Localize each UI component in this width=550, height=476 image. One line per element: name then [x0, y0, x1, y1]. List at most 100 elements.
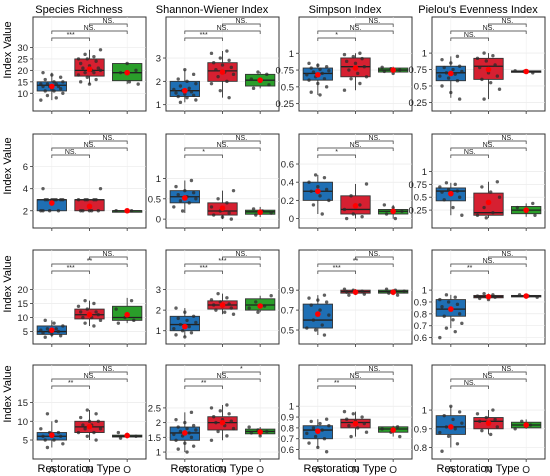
data-point-N: [489, 190, 493, 194]
data-point-N: [482, 205, 486, 210]
sig-label-A-N: **: [201, 380, 207, 387]
data-point-N: [218, 88, 222, 93]
data-point-A: [178, 429, 183, 434]
y-tick-label: 0.7: [281, 434, 294, 445]
data-point-O: [382, 69, 387, 74]
data-point-N: [220, 215, 225, 219]
data-point-N: [214, 67, 218, 72]
data-point-A: [41, 331, 45, 335]
y-tick-label: 5: [23, 436, 28, 447]
data-point-N: [349, 77, 353, 81]
data-point-O: [395, 425, 400, 429]
sig-label-N-O: NS.: [501, 366, 513, 373]
sig-bracket-N-O: [488, 23, 527, 27]
data-point-O: [528, 423, 533, 427]
data-point-O: [254, 300, 258, 304]
data-point-A: [61, 80, 65, 84]
data-point-N: [225, 201, 229, 205]
data-point-N: [76, 430, 81, 435]
data-point-A: [58, 334, 63, 338]
data-point-A: [327, 198, 331, 203]
data-point-N: [482, 51, 486, 55]
data-point-N: [353, 61, 358, 66]
mean-marker-O: [390, 208, 396, 215]
sig-bracket-N-O: [488, 140, 527, 144]
x-tick-label: A: [447, 465, 454, 476]
data-point-A: [307, 78, 311, 82]
data-point-A: [56, 84, 61, 89]
y-tick-label: 10: [17, 89, 28, 100]
data-point-N: [347, 293, 351, 297]
data-point-N: [218, 409, 222, 413]
sig-bracket-A-N: [450, 385, 489, 389]
sig-label-N-O: NS.: [368, 135, 380, 142]
data-point-A: [451, 417, 455, 422]
data-point-N: [362, 421, 367, 426]
data-point-O: [249, 431, 254, 435]
data-point-A: [318, 93, 322, 97]
data-point-N: [209, 205, 214, 209]
data-point-A: [180, 209, 185, 213]
data-point-O: [116, 430, 121, 435]
y-tick-label: 0.4: [281, 178, 294, 189]
data-point-O: [254, 213, 258, 217]
data-point-N: [87, 419, 92, 423]
sig-bracket-A-O: [184, 30, 261, 34]
panel-r2c3: 0 0.2 0.4 0.6 * NS. NS.: [281, 133, 413, 231]
data-point-N: [342, 287, 347, 291]
sig-label-A-O: NS.: [350, 373, 362, 380]
panel-r4c2: 1 1.5 2 2.5 A N O ** NS. *: [148, 364, 280, 476]
mean-marker-N: [86, 311, 93, 318]
data-point-A: [449, 61, 453, 65]
data-point-A: [320, 212, 324, 216]
data-point-N: [96, 419, 101, 423]
data-point-A: [444, 293, 449, 297]
data-point-A: [174, 438, 178, 442]
data-point-O: [134, 68, 138, 73]
data-point-A: [455, 79, 460, 83]
data-point-N: [477, 419, 482, 423]
data-point-A: [455, 189, 460, 193]
y-tick-label: 1: [156, 448, 161, 459]
sig-bracket-A-N: [51, 37, 90, 41]
x-tick-label: N: [219, 465, 226, 476]
data-point-N: [85, 75, 89, 79]
data-point-N: [475, 412, 480, 416]
data-point-A: [39, 82, 43, 86]
data-point-A: [172, 87, 176, 92]
sig-label-A-O: NS.: [483, 373, 495, 380]
data-point-A: [460, 69, 464, 74]
data-point-A: [43, 198, 47, 202]
data-point-O: [517, 293, 522, 297]
sig-label-A-O: NS.: [350, 25, 362, 32]
data-point-N: [484, 59, 488, 63]
data-point-A: [43, 335, 47, 339]
data-point-N: [218, 56, 222, 60]
y-axis-title-row-1: Index Value: [2, 21, 14, 78]
data-point-O: [269, 211, 273, 215]
panel-r2c1: 2 4 6 NS. NS. NS.: [23, 133, 147, 231]
data-point-N: [96, 209, 101, 213]
data-point-A: [43, 77, 47, 82]
data-point-O: [125, 61, 129, 66]
data-point-A: [183, 188, 187, 193]
y-tick-label: 2.5: [148, 403, 161, 414]
data-point-A: [322, 333, 327, 337]
data-point-N: [78, 415, 83, 420]
data-point-N: [342, 409, 347, 414]
data-point-A: [45, 327, 50, 331]
sig-label-N-O: *: [240, 366, 243, 373]
sig-label-A-N: ***: [200, 32, 208, 39]
data-point-O: [247, 306, 251, 310]
data-point-N: [495, 180, 500, 184]
data-point-N: [351, 412, 355, 416]
y-tick-label: 0.5: [148, 194, 161, 205]
y-tick-label: 0.7: [281, 306, 294, 317]
mean-marker-A: [49, 200, 55, 206]
data-point-A: [316, 298, 320, 302]
data-point-N: [220, 63, 225, 67]
data-point-A: [191, 444, 196, 448]
data-point-O: [395, 293, 400, 297]
data-point-N: [209, 298, 214, 302]
data-point-A: [176, 94, 180, 99]
